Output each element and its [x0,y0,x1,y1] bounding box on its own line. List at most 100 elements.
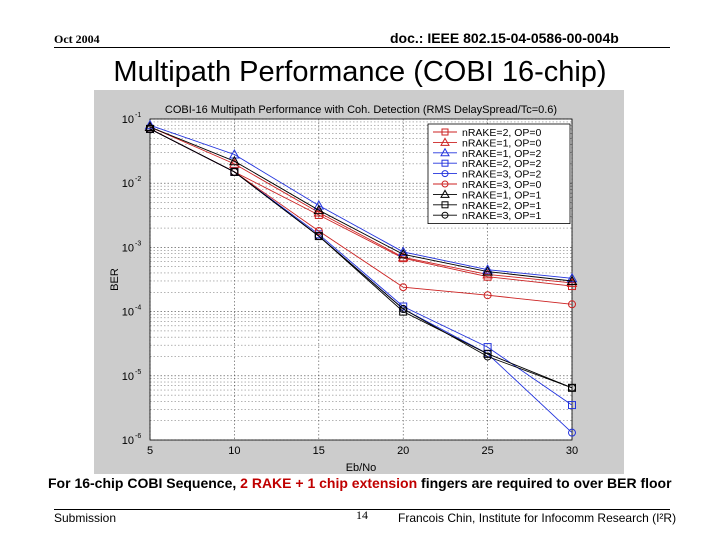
data-point [483,349,492,358]
series-1 [144,121,578,287]
legend-item: nRAKE=3, OP=1 [433,210,542,222]
data-point [399,307,408,316]
y-tick-label: 10 -6 [122,433,142,447]
y-tick-label: 10 -2 [122,176,142,190]
data-point [566,275,578,285]
footer-submission: Submission [54,511,117,525]
legend-label: nRAKE=2, OP=1 [462,200,542,212]
y-tick-exponent: -2 [135,176,141,183]
data-point [229,148,240,159]
x-tick-label: 20 [397,445,409,457]
y-tick-label: 10 -3 [122,240,142,254]
header-doc-id: doc.: IEEE 802.15-04-0586-00-004b [390,30,619,46]
data-point [566,277,578,287]
series-line [149,128,573,389]
caption-highlight: 2 RAKE + 1 chip extension [240,475,418,491]
series-line [149,124,573,279]
y-tick-exponent: -5 [135,369,141,376]
data-point [566,272,578,283]
data-point [399,283,408,292]
legend-marker [440,147,450,157]
data-point [314,227,323,236]
data-point [568,401,576,410]
data-point [568,428,576,437]
legend-label: nRAKE=3, OP=0 [462,179,542,191]
legend-marker [441,201,449,209]
y-tick-exponent: -4 [135,305,141,312]
legend-marker [441,211,449,219]
data-point [230,167,239,176]
axes-frame [149,118,573,441]
legend-label: nRAKE=3, OP=1 [462,210,542,222]
slide-caption: For 16-chip COBI Sequence, 2 RAKE + 1 ch… [48,474,698,492]
y-tick-base: 10 [122,242,134,254]
legend-item: nRAKE=2, OP=0 [433,127,542,139]
legend-marker [441,170,449,178]
footer-author: Francois Chin, Institute for Infocomm Re… [398,511,677,525]
data-point [397,251,409,262]
y-tick-exponent: -6 [135,433,141,440]
data-point [229,155,240,166]
data-point [568,383,576,392]
series-8 [146,124,576,392]
legend-item: nRAKE=1, OP=0 [433,137,542,149]
data-point [483,352,492,361]
legend-marker [441,128,449,136]
legend-label: nRAKE=3, OP=2 [462,169,542,181]
y-tick-label: 10 -5 [122,369,142,383]
y-axis-label: BER [109,268,121,291]
data-point [146,124,154,133]
y-tick-exponent: -1 [135,112,141,119]
y-tick-exponent: -3 [135,240,141,247]
data-point [229,158,240,168]
legend-item: nRAKE=2, OP=2 [433,158,542,170]
y-tick-label: 10 -1 [122,112,142,126]
caption-text-pre: For 16-chip COBI Sequence, [48,475,241,491]
data-point [482,266,493,276]
data-point [397,248,409,259]
data-point [313,204,325,215]
series-2 [144,119,578,283]
caption-text-post: fingers are required to over BER floor [417,475,672,491]
data-point [397,246,409,256]
x-tick-label: 5 [147,445,153,457]
x-tick-label: 10 [228,445,240,457]
y-tick-label: 10 -4 [122,305,142,319]
header-date: Oct 2004 [54,32,100,46]
legend-item: nRAKE=3, OP=2 [433,169,542,181]
data-point [482,264,493,274]
slide-title: Multipath Performance (COBI 16-chip) [113,56,607,88]
y-tick-base: 10 [122,114,134,126]
legend-marker [441,159,449,167]
legend-marker [440,137,450,146]
x-tick-label: 30 [566,445,578,457]
legend-label: nRAKE=1, OP=0 [462,137,542,149]
y-tick-base: 10 [122,307,134,319]
data-point [314,232,323,241]
footer-page-number: 14 [356,508,368,522]
y-tick-base: 10 [122,178,134,190]
data-point [482,268,493,279]
legend-item: nRAKE=2, OP=1 [433,200,542,212]
data-point [568,300,576,309]
data-point [399,302,408,311]
legend-label: nRAKE=1, OP=1 [462,189,542,201]
y-tick-base: 10 [122,435,134,447]
legend-item: nRAKE=1, OP=1 [433,189,542,201]
ber-chart-figure: 5 10 15 20 25 30 10 -1 10 -2 10 -3 10 -4 10 -5 10 -6 Eb/No… [94,90,624,474]
data-point [144,119,156,130]
data-point [313,199,325,210]
x-tick-label: 25 [481,445,493,457]
legend-marker [440,189,450,198]
x-axis-label: Eb/No [346,462,377,474]
data-point [313,206,325,217]
chart-title: COBI-16 Multipath Performance with Coh. … [165,104,557,116]
data-point [483,291,492,300]
footer-divider [54,509,670,510]
data-point [399,304,408,313]
legend-item: nRAKE=3, OP=0 [433,179,542,191]
legend-label: nRAKE=1, OP=2 [462,148,542,160]
legend-marker [441,180,449,188]
